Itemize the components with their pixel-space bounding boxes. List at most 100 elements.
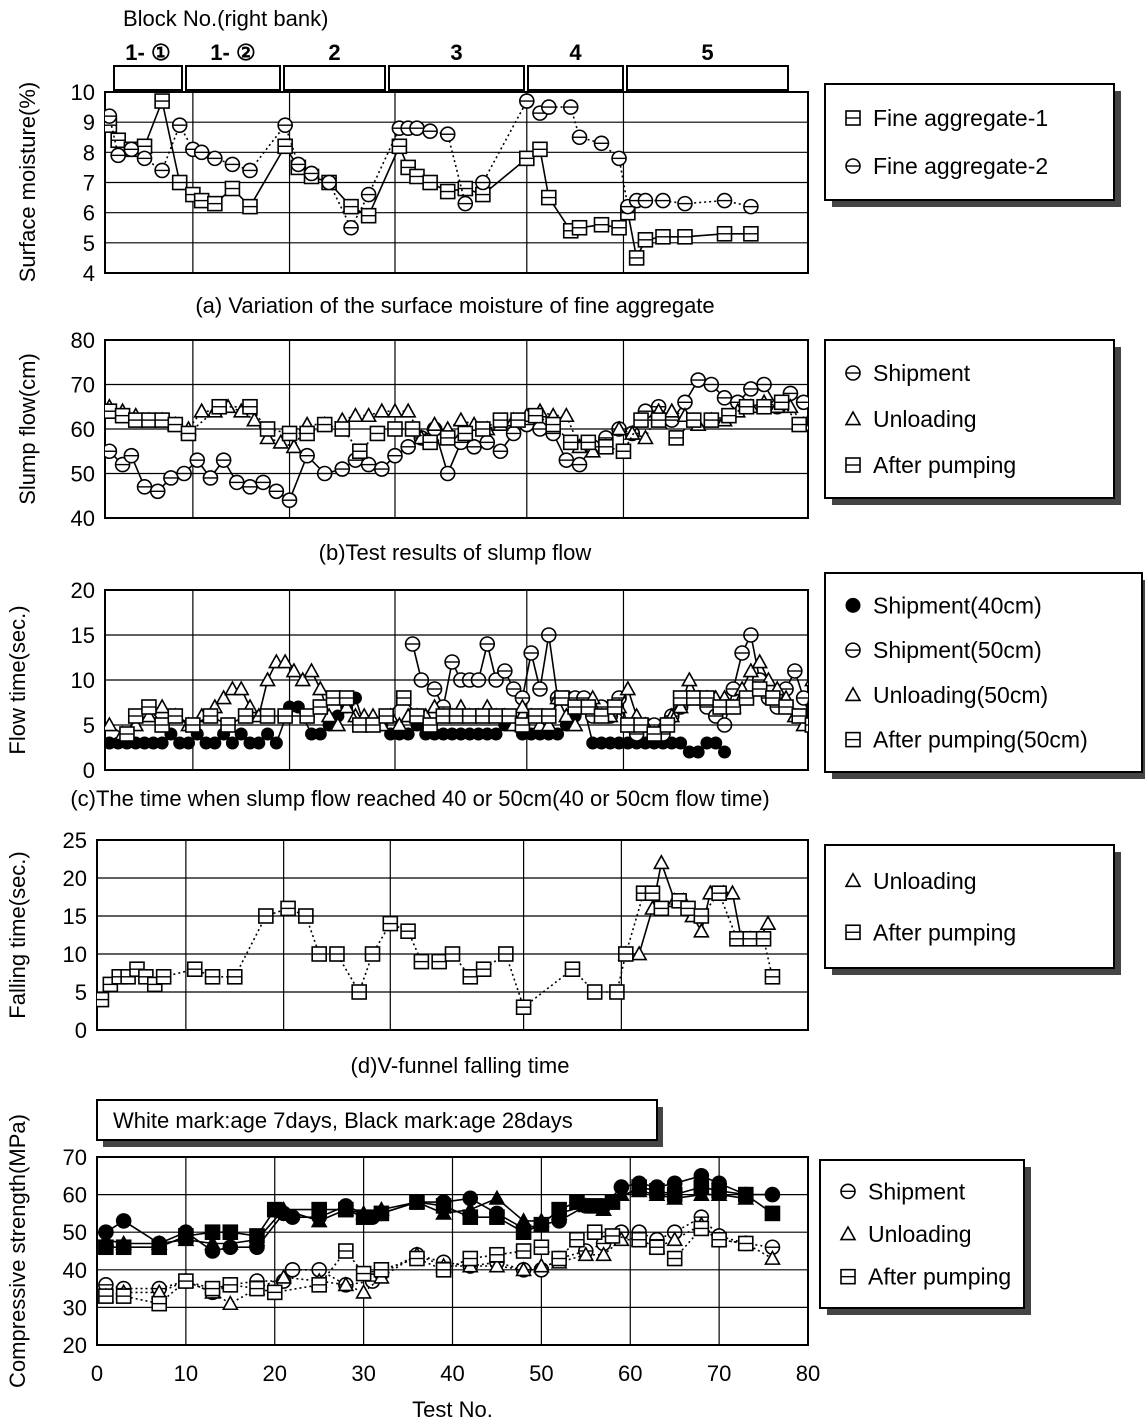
triangle-marker [140,707,158,723]
chart-title: (d)V-funnel falling time [351,1053,570,1078]
square-marker [693,1179,710,1195]
circle-marker [115,1213,132,1229]
triangle-marker [320,707,338,723]
y-tick-label: 60 [63,1183,87,1208]
chart-panel-4: 0 5 10 15 20 25 Falling time(sec.) (d)V-funnel … [5,828,1121,1078]
square-marker [666,1186,683,1203]
triangle-marker [259,429,276,445]
triangle-marker [294,671,312,687]
triangle-marker [337,1276,355,1292]
filled-circle-marker [155,736,169,750]
legend-label: After pumping [873,452,1016,478]
filled-circle-marker [181,736,195,750]
y-tick-label: 4 [83,261,95,286]
x-tick-label: 0 [91,1361,103,1386]
legend-label: After pumping [873,919,1016,945]
triangle-marker [630,945,648,961]
block-label: 1- ① [125,40,170,65]
triangle-marker [221,1294,239,1311]
triangle-marker [276,653,294,669]
triangle-marker [724,884,741,900]
legend-box [824,83,1115,201]
block-box [185,65,281,91]
legend-box [824,339,1115,499]
triangle-marker [105,716,118,732]
triangle-marker [246,411,263,427]
y-tick-label: 25 [63,828,87,853]
triangle-marker [623,424,641,440]
y-tick-label: 7 [83,171,95,196]
x-tick-label: 60 [618,1361,642,1386]
chart-title: (b)Test results of slump flow [319,540,592,565]
legend-box [824,572,1143,773]
triangle-marker [584,442,602,458]
square-marker [631,1179,647,1195]
square-marker [533,1216,550,1233]
filled-circle-marker [313,727,327,741]
y-tick-label: 60 [71,417,95,442]
square-marker [338,1201,354,1218]
legend-label: Fine aggregate-1 [873,105,1048,131]
square-marker [737,1186,754,1203]
square-marker [462,1209,479,1225]
square-marker [266,1201,283,1218]
triangle-marker [355,1283,372,1299]
triangle-marker [533,1257,550,1273]
triangle-marker [221,1234,239,1250]
triangle-marker [844,872,862,888]
y-tick-label: 9 [83,110,95,135]
legend-label: Shipment(50cm) [873,637,1042,663]
circle-marker [764,1186,781,1203]
y-tick-label: 8 [83,140,95,165]
note-box [96,1099,658,1141]
square-marker [551,1201,567,1218]
legend-label: Unloading [873,406,977,432]
legend-label: After pumping(50cm) [873,727,1088,753]
y-tick-label: 5 [75,980,87,1005]
series-layer [105,93,759,266]
block-label: 5 [701,40,713,65]
filled-circle-marker [489,727,503,741]
y-tick-label: 50 [71,462,95,487]
filled-circle-marker [225,736,239,750]
triangle-marker [577,1246,595,1262]
square-marker [178,1228,194,1244]
y-tick-label: 0 [83,758,95,783]
square-marker [409,1194,425,1210]
square-marker [604,1194,621,1210]
y-axis-label: Falling time(sec.) [5,851,30,1018]
triangle-marker [557,407,575,423]
square-marker [764,1205,781,1222]
filled-circle-marker [269,736,283,750]
triangle-marker [488,1189,506,1205]
series-layer [97,854,781,1016]
chart-panel-1: 4 5 6 7 8 9 10 Surface moisture(%) (a) Variation… [15,80,1121,318]
triangle-marker [391,716,408,732]
legend-label: Fine aggregate-2 [873,153,1048,179]
triangle-marker [839,1225,857,1241]
triangle-marker [426,415,443,431]
triangle-marker [272,433,290,449]
plot-frame [96,839,809,1031]
legend: Shipment Unloading After pumping [824,339,1121,505]
legend: Shipment Unloading After pumping [819,1159,1031,1315]
triangle-marker [764,1249,781,1265]
triangle-marker [386,402,404,418]
triangle-marker [810,400,824,413]
legend: Unloading After pumping [824,844,1121,975]
filled-circle-marker [208,736,222,750]
legend-label: After pumping [868,1264,1011,1290]
series-layer [105,372,824,509]
y-tick-label: 10 [63,942,87,967]
circle-marker [810,404,824,418]
block-label: 4 [569,40,582,65]
square-marker [311,1201,327,1218]
x-tick-label: 40 [440,1361,464,1386]
triangle-marker [666,1231,684,1247]
series-layer [97,1168,781,1312]
triangle-marker [844,410,862,426]
y-tick-label: 70 [63,1145,87,1170]
square-marker [222,1224,239,1240]
block-box [283,65,386,91]
square-marker [810,400,824,414]
